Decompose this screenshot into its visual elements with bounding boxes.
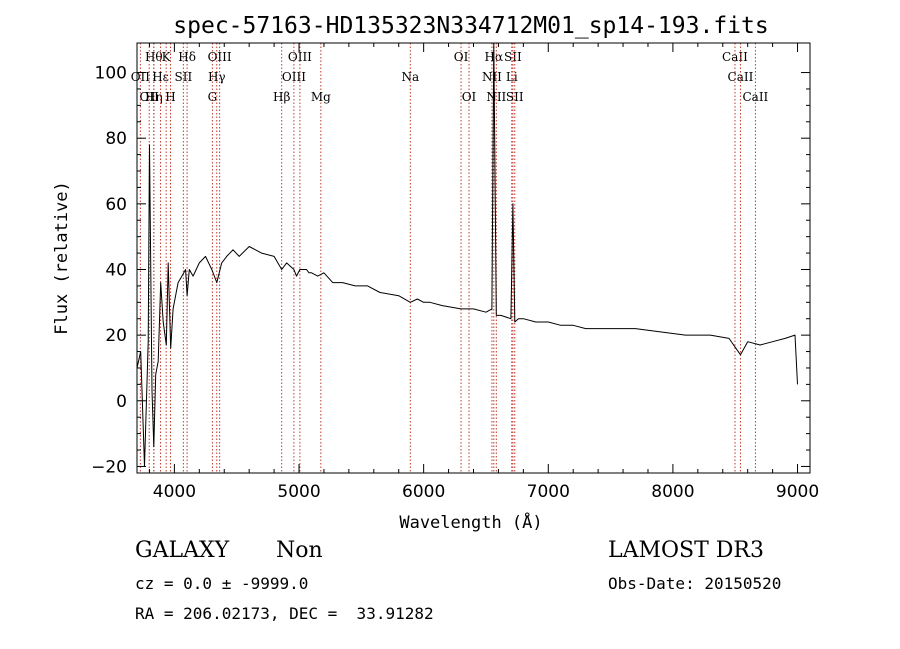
x-tick-label-0: 4000 (153, 482, 196, 502)
marker-label-15: Mg (311, 90, 331, 104)
x-tick-label-3: 7000 (527, 482, 570, 502)
marker-label-21: NII (486, 90, 506, 104)
x-axis-label: Wavelength (Å) (399, 511, 542, 533)
y-tick-label-3: 40 (105, 260, 127, 280)
series-line-0 (136, 42, 798, 467)
marker-label-0: OII (131, 70, 151, 84)
marker-label-4: Hε (152, 70, 169, 84)
obs-date: Obs-Date: 20150520 (608, 574, 782, 593)
spectrum-series (136, 42, 798, 467)
axes: 4000 5000 6000 7000 8000 9000 −20 0 20 40 60 80 100 (91, 43, 819, 502)
marker-label-12: Hβ (273, 90, 290, 104)
y-tick-label-0: −20 (91, 457, 127, 477)
marker-label-7: SII (175, 70, 193, 84)
marker-label-22: Li (506, 70, 518, 84)
survey-name: LAMOST DR3 (608, 538, 764, 563)
marker-label-13: OIII (282, 70, 306, 84)
marker-label-14: OIII (288, 50, 312, 64)
x-tick-label-2: 6000 (402, 482, 445, 502)
x-tick-label-1: 5000 (277, 482, 320, 502)
object-subclass: Non (276, 538, 323, 563)
y-tick-label-6: 100 (95, 64, 127, 84)
x-tick-label-4: 8000 (651, 482, 694, 502)
marker-label-18: OI (462, 90, 477, 104)
marker-label-11: OIII (208, 50, 232, 64)
marker-label-27: CaII (742, 90, 768, 104)
plot-frame (136, 42, 811, 474)
y-tick-label-4: 60 (105, 195, 127, 215)
object-class: GALAXY (135, 538, 230, 563)
redshift-info: cz = 0.0 ± -9999.0 (135, 574, 309, 593)
marker-label-24: SII (506, 90, 524, 104)
marker-label-5: K (162, 50, 172, 64)
marker-label-9: G (208, 90, 218, 104)
chart-title: spec-57163-HD135323N334712M01_sp14-193.f… (173, 13, 768, 39)
marker-label-16: Na (401, 70, 419, 84)
marker-label-10: Hγ (208, 70, 226, 84)
x-tick-label-5: 9000 (776, 482, 819, 502)
coordinates: RA = 206.02173, DEC = 33.91282 (135, 604, 434, 623)
marker-label-19: NII (482, 70, 502, 84)
marker-label-17: OI (454, 50, 469, 64)
marker-label-3: Hη (145, 90, 163, 104)
y-tick-label-2: 20 (105, 326, 127, 346)
marker-label-26: CaII (728, 70, 754, 84)
y-axis-label: Flux (relative) (52, 181, 72, 335)
marker-label-23: SII (504, 50, 522, 64)
marker-label-6: H (165, 90, 175, 104)
y-tick-label-1: 0 (116, 392, 127, 412)
emission-line-markers: OIIOIIHθHηHεKHSIIHδGHγOIIIHβOIIIOIIIMgNa… (131, 43, 769, 473)
marker-label-25: CaII (722, 50, 748, 64)
y-tick-label-5: 80 (105, 129, 127, 149)
marker-label-8: Hδ (178, 50, 196, 64)
